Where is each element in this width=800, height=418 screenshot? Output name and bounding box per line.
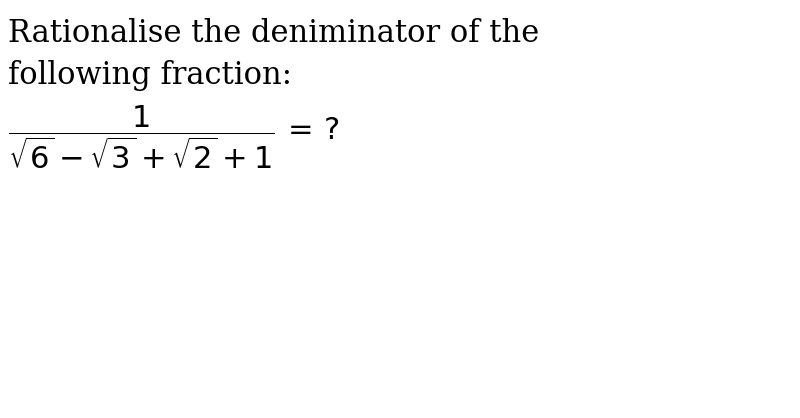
Text: following fraction:: following fraction: (8, 60, 292, 91)
Text: Rationalise the deniminator of the: Rationalise the deniminator of the (8, 18, 539, 49)
Text: $\dfrac{1}{\sqrt{6} - \sqrt{3} + \sqrt{2} + 1}$$\,=\, ?$: $\dfrac{1}{\sqrt{6} - \sqrt{3} + \sqrt{2… (8, 103, 340, 171)
